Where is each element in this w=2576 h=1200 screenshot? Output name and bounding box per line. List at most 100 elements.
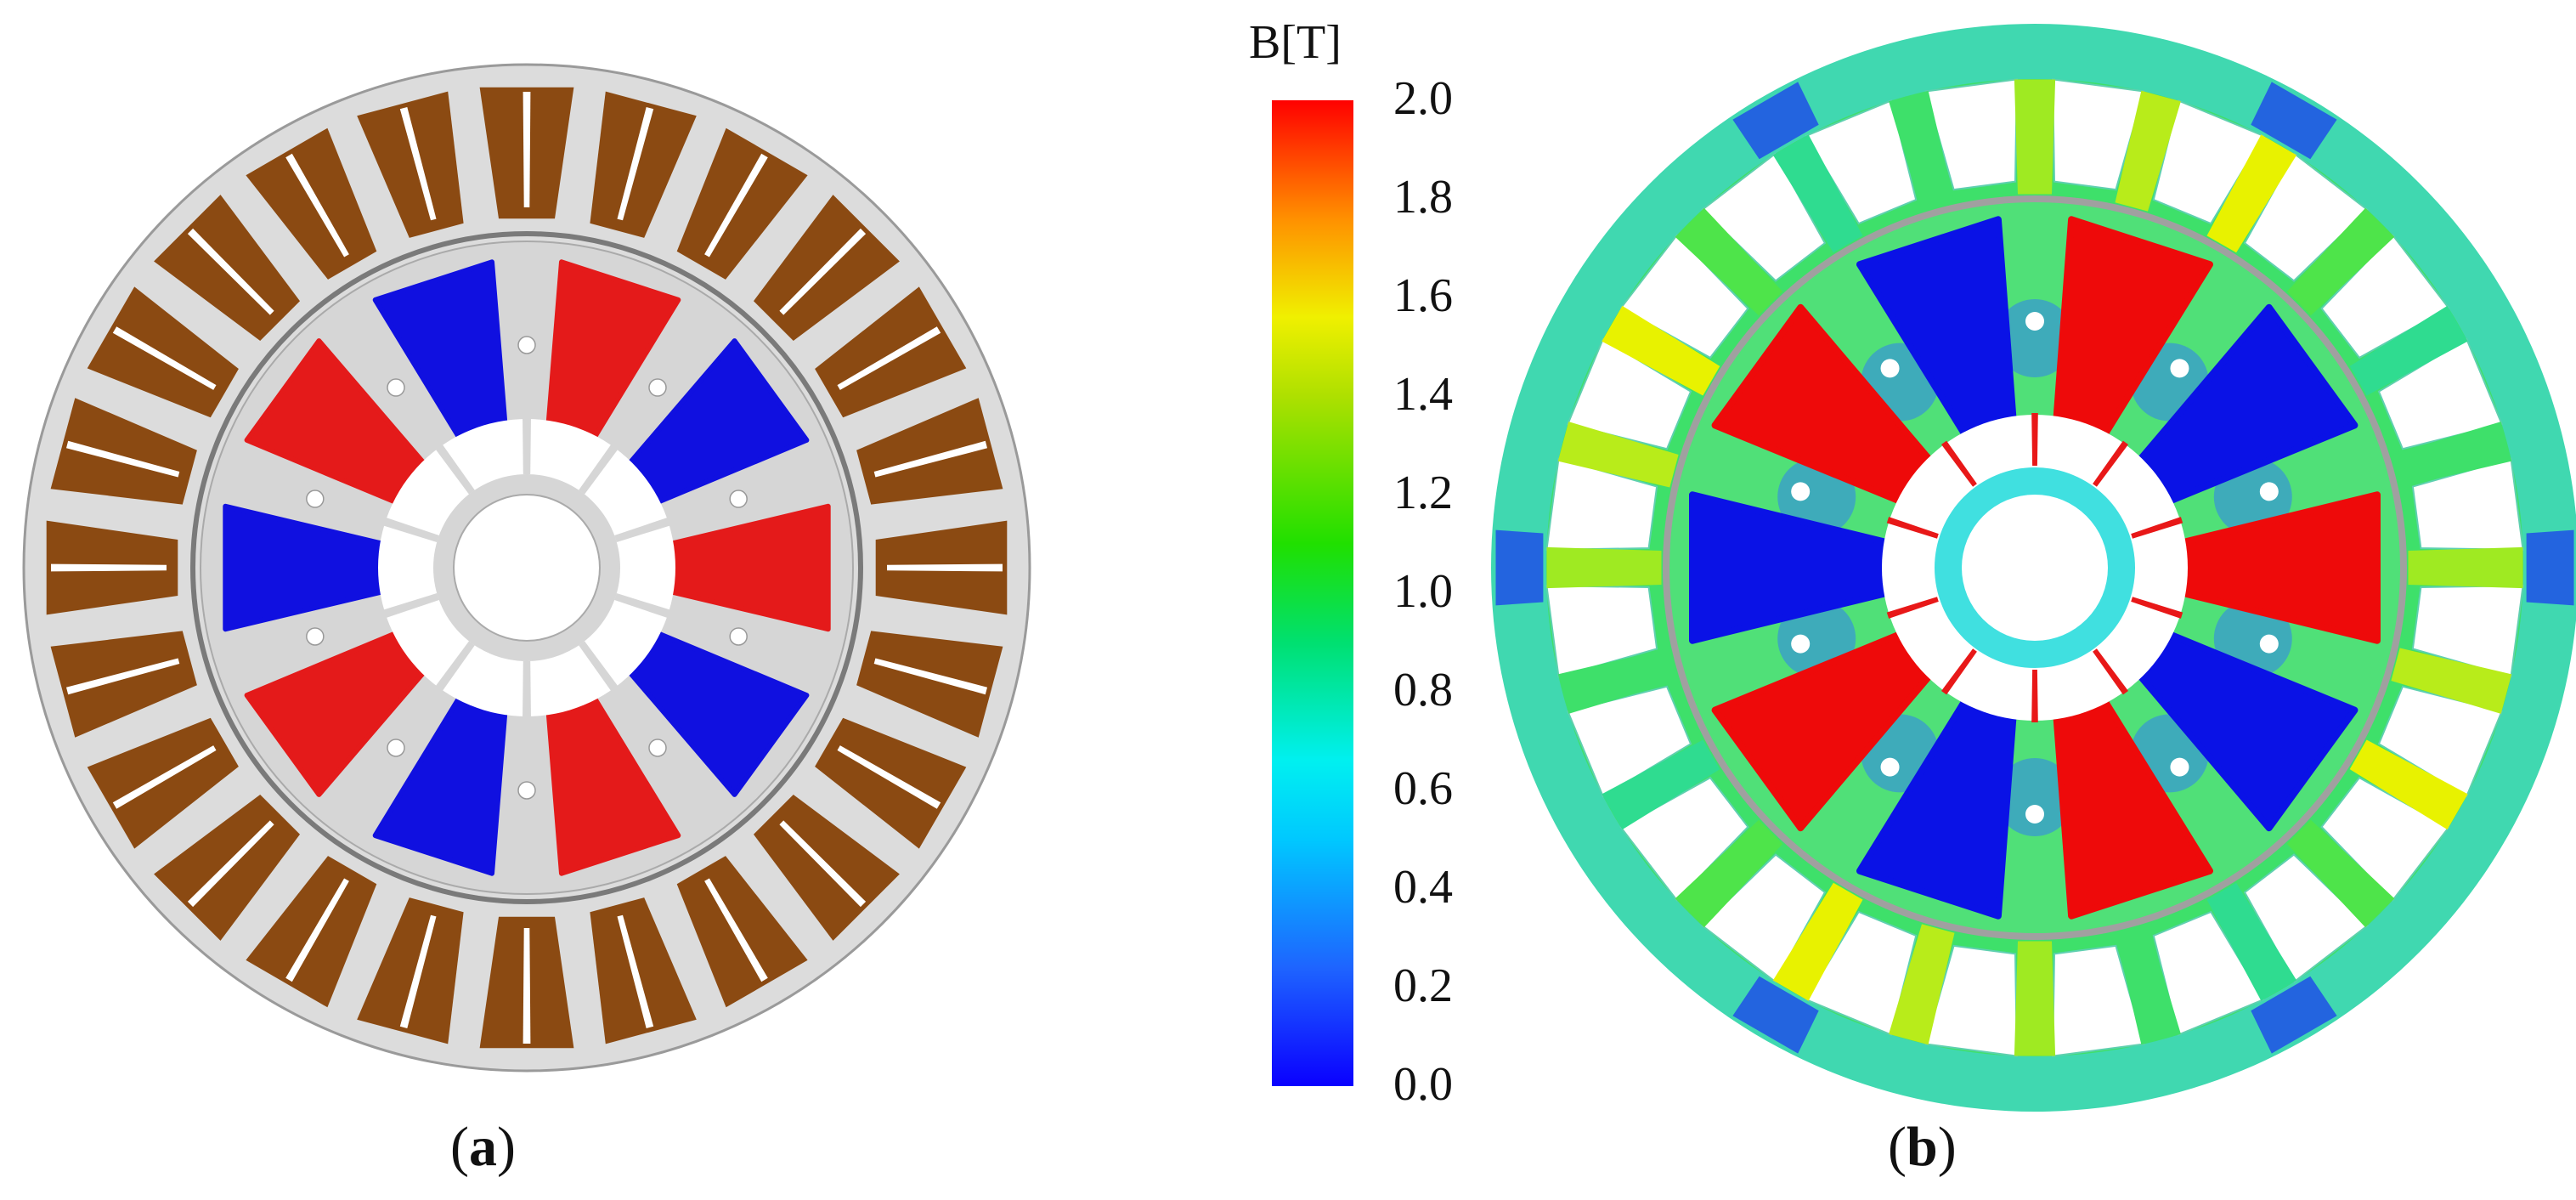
- shaft-bore: [453, 494, 601, 642]
- rotor-hole: [729, 627, 748, 646]
- colorbar-tick-label: 0.2: [1393, 959, 1453, 1012]
- rotor-hole-b: [1880, 757, 1900, 777]
- rotor-holes: [306, 336, 748, 800]
- winding-slot: [357, 91, 464, 238]
- colorbar-tick-label: 2.0: [1393, 72, 1453, 125]
- winding-slot: [676, 127, 808, 280]
- rotor-hole: [729, 490, 748, 508]
- rotor-hole-b: [1791, 634, 1811, 654]
- winding-slot: [357, 897, 464, 1044]
- stator-tooth: [2014, 79, 2056, 195]
- colorbar-title: B[T]: [1249, 16, 1342, 69]
- rotor-hole-b: [2170, 359, 2189, 378]
- panel-b-caption: (b): [1888, 1116, 1957, 1178]
- stator-tooth: [1772, 134, 1863, 253]
- hub-spoke: [579, 641, 620, 694]
- shaft-bore-b: [1962, 495, 2108, 641]
- winding-slot: [676, 856, 808, 1008]
- hub-bridge-saturated: [1941, 440, 1977, 487]
- slot-divider: [617, 914, 654, 1028]
- hub-spoke: [433, 441, 475, 495]
- colorbar-tick-label: 1.6: [1393, 269, 1453, 322]
- colorbar-tick-label: 1.0: [1393, 565, 1453, 618]
- rotor-hole: [648, 378, 667, 397]
- rotor-hole-b: [2259, 482, 2279, 501]
- hub-spoke: [523, 415, 531, 475]
- slot-divider: [66, 658, 180, 695]
- colorbar-tick-label: 0.4: [1393, 861, 1453, 914]
- hub-bridge-saturated: [2031, 670, 2038, 722]
- rotor-hub-field: [1882, 413, 2188, 722]
- rotor-hole-b: [2025, 805, 2044, 824]
- winding-slot: [246, 856, 377, 1008]
- hub-bridge-saturated: [2093, 440, 2128, 487]
- rotor-low-field: [1996, 299, 2074, 377]
- slot-divider: [779, 820, 867, 908]
- slot-divider: [399, 914, 437, 1028]
- hub-spoke: [523, 660, 531, 721]
- rotor-holes-b: [1791, 312, 2279, 824]
- winding-slot: [856, 398, 1003, 505]
- rotor-hole: [648, 739, 667, 757]
- slot-divider: [523, 928, 531, 1044]
- stator-tooth: [2391, 422, 2512, 488]
- rotor-hole-b: [1880, 359, 1900, 378]
- winding-slot: [87, 286, 239, 418]
- stator-tooth: [2391, 648, 2512, 714]
- yoke-low-field: [1732, 976, 1819, 1054]
- colorbar-tick-label: 0.6: [1393, 762, 1453, 815]
- winding-slot: [856, 631, 1003, 738]
- hub-spoke: [380, 516, 439, 542]
- stator-tooth: [1675, 207, 1783, 316]
- colorbar-tick-label: 1.4: [1393, 368, 1453, 421]
- slot-divider: [837, 326, 941, 390]
- slot-divider: [873, 658, 987, 695]
- slot-divider: [187, 228, 274, 315]
- winding-slot: [815, 286, 967, 418]
- stator-tooth: [1602, 305, 1720, 396]
- slot-divider: [704, 878, 768, 982]
- colorbar-tick-label: 0.0: [1393, 1058, 1453, 1111]
- rotor-hole-b: [1791, 482, 1811, 501]
- yoke-low-field: [2251, 976, 2337, 1054]
- rotor-hole: [306, 490, 325, 508]
- stator-tooth: [2349, 739, 2468, 830]
- stator-tooth: [1889, 90, 1955, 212]
- hub-bridge-saturated: [2093, 648, 2128, 695]
- hub-spoke: [614, 593, 674, 620]
- panel-b-label: b: [1906, 1116, 1938, 1178]
- stator-tooth: [1772, 882, 1863, 1001]
- hub-bridge-saturated: [2131, 597, 2183, 619]
- hub-bridge-saturated: [1886, 517, 1939, 539]
- stator-teeth-field: [1546, 79, 2523, 1056]
- rotor-magnets: [223, 259, 831, 876]
- rotor-low-field: [1996, 758, 2074, 836]
- stator-tooth: [2408, 546, 2523, 589]
- rotor-hole-b: [2025, 312, 2044, 331]
- slot-divider: [523, 92, 531, 207]
- stator-tooth: [2115, 90, 2181, 212]
- colorbar-tick-label: 0.8: [1393, 664, 1453, 716]
- panel-a-caption: (a): [450, 1116, 516, 1178]
- slot-divider: [285, 878, 349, 982]
- rotor-hole: [387, 739, 405, 757]
- yoke-low-field: [2251, 82, 2337, 160]
- hub-bridge-saturated: [1941, 648, 1977, 695]
- slot-divider: [51, 563, 167, 572]
- winding-slot: [246, 127, 377, 280]
- slot-divider: [779, 228, 867, 315]
- slot-divider: [285, 153, 349, 258]
- yoke-low-field: [1495, 529, 1544, 606]
- machine-geometry-panel: [22, 63, 1031, 1073]
- hub-bridge-saturated: [2031, 413, 2038, 466]
- slot-divider: [873, 440, 987, 478]
- stator-tooth: [1889, 924, 1955, 1045]
- stator-tooth: [2206, 882, 2297, 1001]
- stator-tooth: [1546, 546, 1662, 589]
- stator-tooth: [1557, 422, 1679, 488]
- winding-slot: [87, 717, 239, 849]
- rotor-hole: [306, 627, 325, 646]
- colorbar: [1272, 100, 1353, 1086]
- stator-tooth: [1602, 739, 1720, 830]
